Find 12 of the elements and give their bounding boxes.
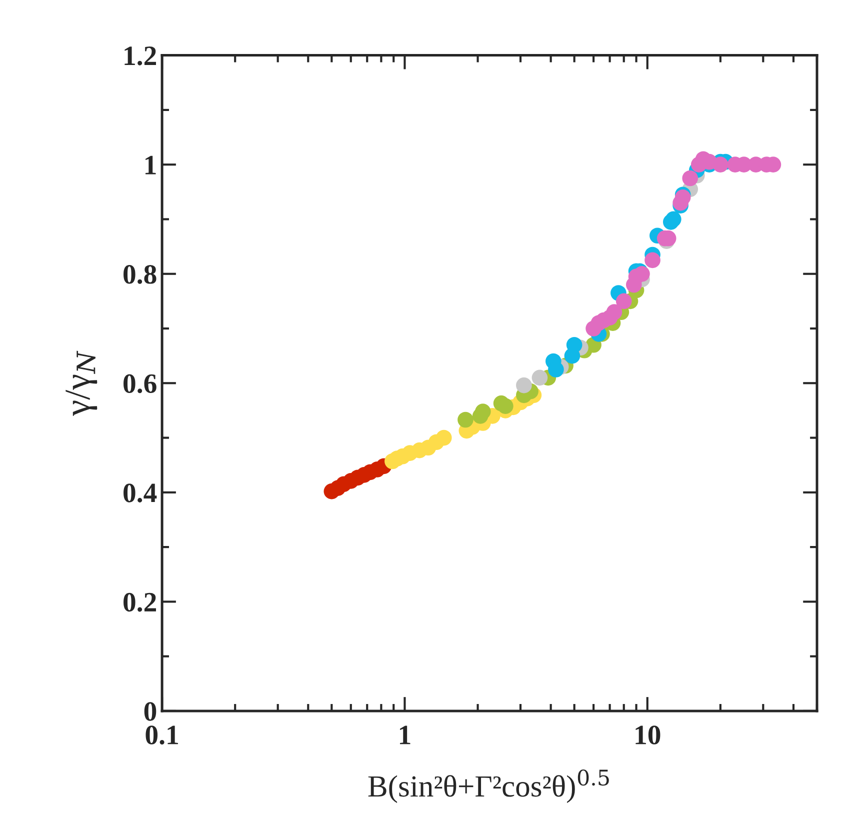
y-tick-label: 0.4 (124, 484, 157, 502)
x-axis-title: B(sin²θ+Γ²cos²θ)$^{0.5}$ (368, 769, 609, 803)
x-tick-label: 0.1 (146, 726, 178, 745)
y-tick-label: 0.6 (124, 374, 156, 394)
y-tick-label: 1.2 (124, 46, 156, 66)
y-tick-label: 0.2 (124, 592, 156, 612)
y-tick-label: 1 (146, 156, 156, 174)
y-tick-label: 0.8 (124, 265, 156, 284)
x-tick-label: 10 (636, 726, 660, 744)
x-tick-label: 1 (400, 726, 410, 744)
y-axis-title: γ/γ$_{N}$ (66, 350, 98, 416)
y-tick-label: 0 (144, 702, 156, 721)
